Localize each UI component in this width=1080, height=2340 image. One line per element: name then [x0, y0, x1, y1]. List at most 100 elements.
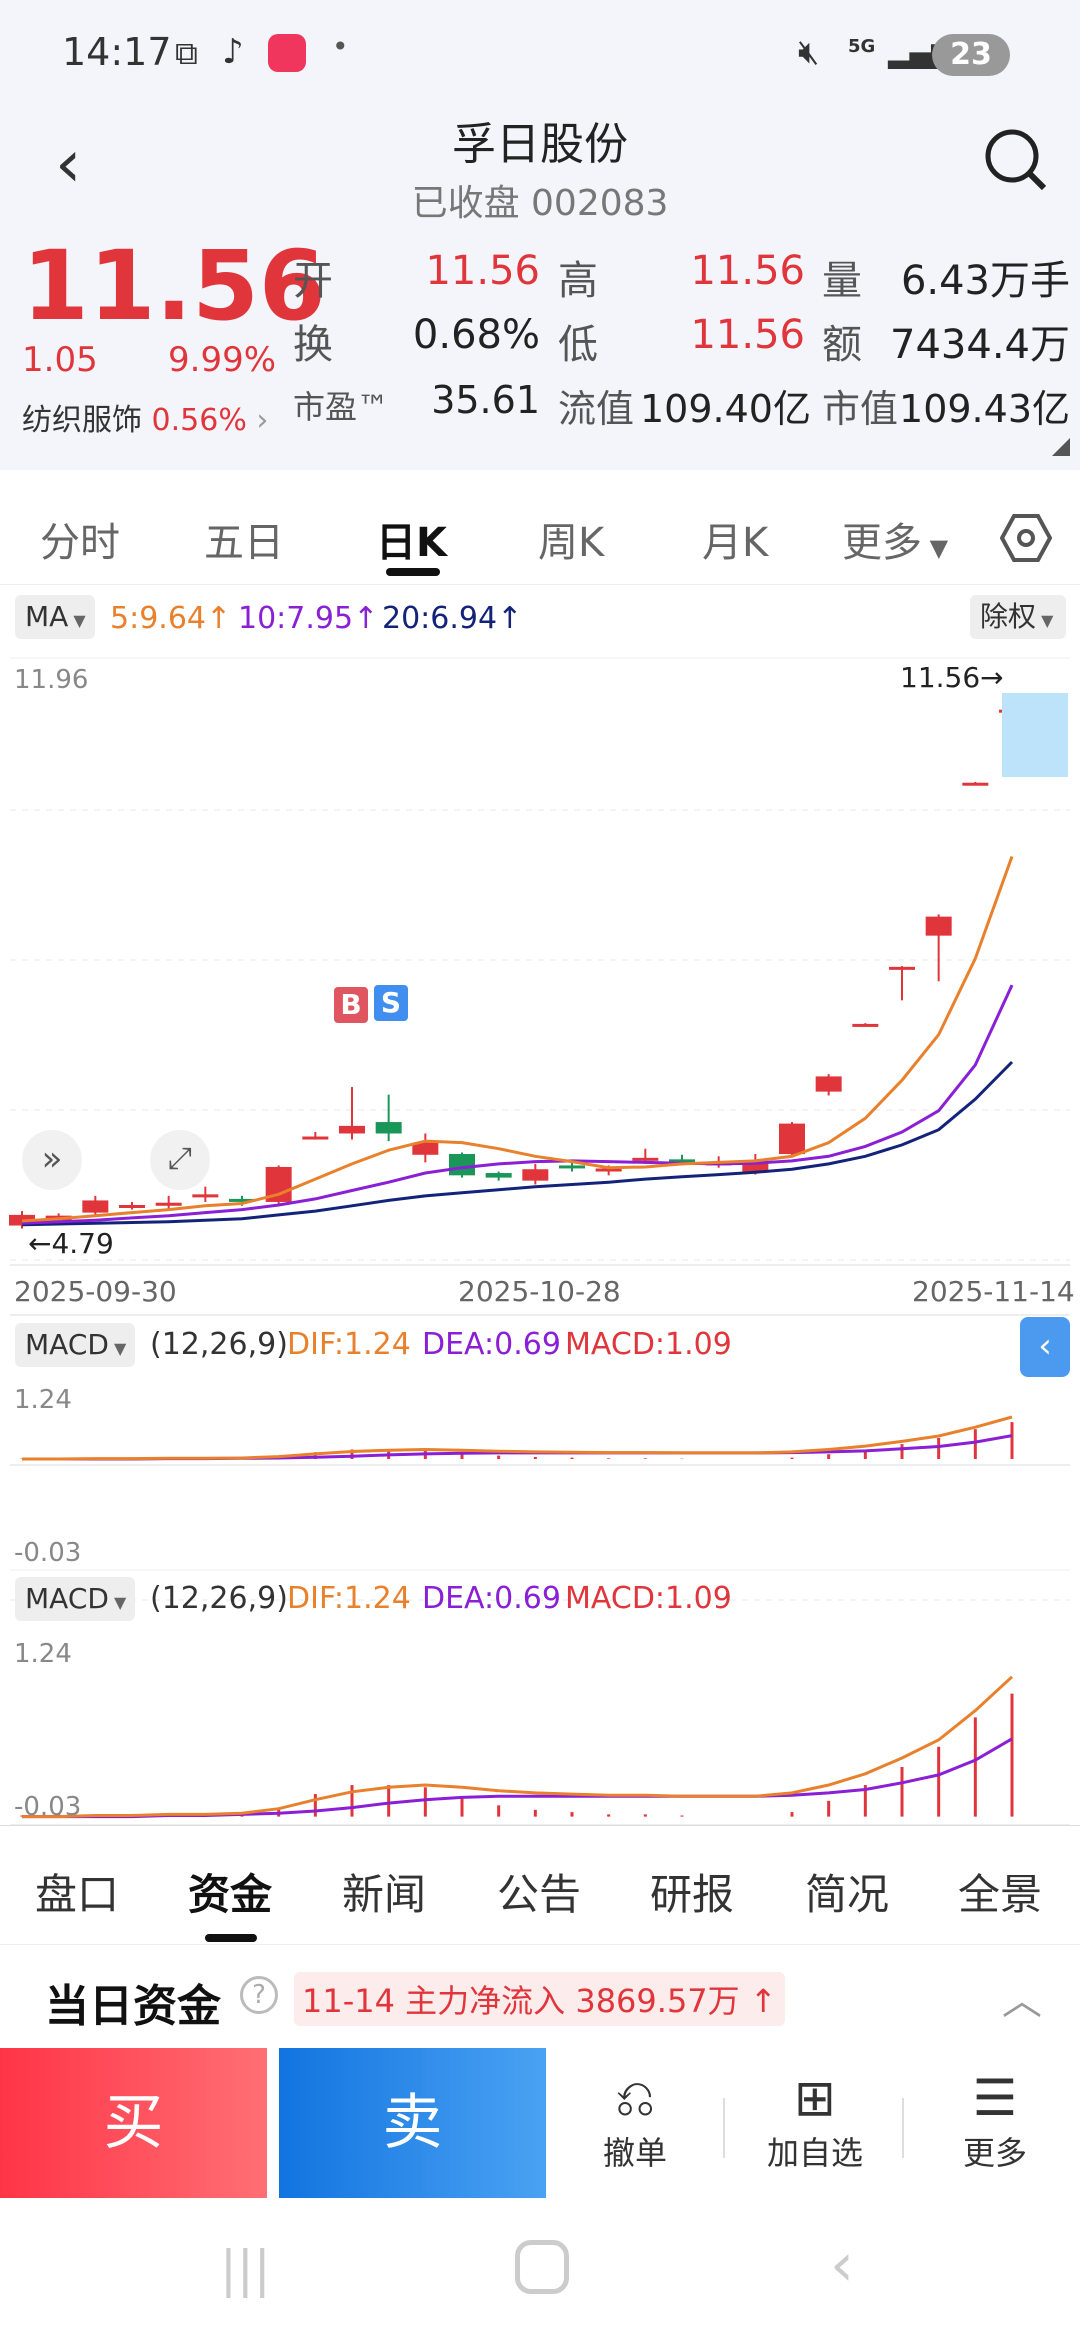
active-info-tab-indicator — [205, 1934, 257, 1942]
tab-fund[interactable]: 资金 — [188, 1870, 273, 1919]
shop-app-icon — [268, 34, 306, 72]
tab-order-book[interactable]: 盘口 — [35, 1870, 120, 1919]
fullscreen-button[interactable]: ⤢ — [150, 1130, 210, 1190]
tab-research[interactable]: 研报 — [650, 1870, 735, 1919]
ma-selector[interactable]: MA ▼ — [15, 595, 95, 639]
macd1-max-label: 1.24 — [14, 1385, 72, 1415]
menu-icon: ☰ — [972, 2069, 1018, 2127]
candle-body — [742, 1160, 769, 1172]
macd-selector-1[interactable]: MACD ▼ — [15, 1323, 135, 1367]
tab-monthly-k[interactable]: 月K — [702, 520, 769, 566]
candle-body — [669, 1159, 695, 1163]
candle-body — [595, 1168, 622, 1172]
tab-news[interactable]: 新闻 — [342, 1870, 427, 1919]
x-label-start: 2025-09-30 — [14, 1275, 177, 1308]
market-cap-value: 109.43亿 — [899, 387, 1070, 431]
tab-daily-k[interactable]: 日K — [376, 520, 447, 566]
expand-corner-icon[interactable] — [1052, 438, 1070, 456]
price-change: 1.05 — [22, 340, 98, 380]
info-tabs: 盘口 资金 新闻 公告 研报 简况 全景 — [0, 1825, 1080, 1945]
float-cap-value: 109.40亿 — [640, 387, 811, 431]
back-icon[interactable]: ‹ — [55, 125, 82, 202]
macd2-selector-label: MACD — [25, 1582, 109, 1615]
settings-icon[interactable] — [1000, 512, 1052, 564]
tab-intraday[interactable]: 分时 — [40, 520, 120, 566]
collapse-icon[interactable]: ︿ — [1002, 1978, 1042, 2024]
tab-profile[interactable]: 简况 — [805, 1870, 890, 1919]
more-button[interactable]: ☰ 更多 — [920, 2068, 1070, 2188]
adjust-selector-label: 除权 — [980, 600, 1037, 633]
tab-weekly-k[interactable]: 周K — [538, 520, 605, 566]
recent-apps-icon[interactable]: ||| — [220, 2240, 271, 2298]
price-change-pct: 9.99% — [168, 340, 277, 380]
candle-body — [889, 966, 915, 970]
macd1-selector-label: MACD — [25, 1328, 109, 1361]
sell-button[interactable]: 卖 — [279, 2048, 546, 2198]
macd1-dif: DIF:1.24 — [287, 1327, 411, 1362]
macd1-macd: MACD:1.09 — [565, 1327, 732, 1362]
adjust-selector[interactable]: 除权 ▼ — [970, 595, 1066, 639]
sell-marker[interactable]: S — [374, 985, 408, 1021]
x-label-mid: 2025-10-28 — [458, 1275, 621, 1308]
macd2-macd: MACD:1.09 — [565, 1581, 732, 1616]
last-price-marker-value: 11.56 — [900, 661, 981, 694]
candle-body — [449, 1154, 475, 1176]
cancel-order-label: 撤单 — [602, 2134, 667, 2172]
tab-five-day[interactable]: 五日 — [204, 520, 284, 566]
macd-selector-2[interactable]: MACD ▼ — [15, 1577, 135, 1621]
status-time: 14:17 — [62, 30, 172, 74]
active-tab-indicator — [386, 568, 440, 576]
candle-body — [522, 1169, 549, 1181]
dif-line — [22, 1415, 1013, 1461]
more-label: 更多 — [962, 2134, 1027, 2172]
tab-announcements[interactable]: 公告 — [497, 1870, 582, 1919]
ma10-value: 10:7.95↑ — [238, 601, 379, 636]
stock-subtitle: 已收盘 002083 — [411, 183, 669, 224]
price-highlight-box — [1002, 693, 1068, 777]
low-label: 低 — [558, 322, 598, 368]
kline-chart-area[interactable]: MA ▼ 5:9.64↑ 10:7.95↑ 20:6.94↑ 除权 ▼ 11.9… — [0, 585, 1080, 1825]
candle-body — [815, 1076, 842, 1092]
cancel-order-button[interactable]: ⎌ 撤单 — [560, 2068, 710, 2188]
sector-pct: 0.56% — [151, 403, 247, 438]
buy-button[interactable]: 买 — [0, 2048, 267, 2198]
period-tabs: 分时 五日 日K 周K 月K 更多 ▼ — [0, 480, 1080, 585]
candle-body — [82, 1200, 109, 1213]
price-min-marker: ←4.79 — [28, 1227, 114, 1260]
candle-body — [119, 1205, 145, 1208]
dea-line — [22, 1737, 1013, 1819]
quote-panel: 11.56 1.05 9.99% 纺织服饰 0.56% › 开 11.56 高 … — [0, 230, 1080, 470]
trade-action-bar: 买 卖 ⎌ 撤单 ⊞ 加自选 ☰ 更多 — [0, 2048, 1080, 2198]
back-nav-icon[interactable]: ‹ — [830, 2230, 854, 2300]
sector-link[interactable]: 纺织服饰 0.56% › — [22, 395, 268, 439]
candle-body — [375, 1122, 402, 1134]
turnover-value: 0.68% — [412, 312, 540, 358]
expand-left-button[interactable]: » — [22, 1130, 82, 1190]
side-panel-toggle[interactable]: ‹ — [1020, 1317, 1070, 1377]
kline-svg — [9, 657, 1070, 1825]
battery-badge: 23 — [932, 34, 1010, 76]
candle-body — [302, 1136, 329, 1140]
add-watchlist-button[interactable]: ⊞ 加自选 — [740, 2068, 890, 2188]
turnover-label: 换 — [293, 322, 333, 368]
ma-selector-label: MA — [25, 600, 69, 633]
network-label: 5G — [848, 36, 876, 57]
last-price-marker: 11.56→ — [900, 661, 1004, 694]
divider — [723, 2098, 725, 2158]
search-icon[interactable] — [980, 124, 1050, 194]
stock-title: 孚日股份 — [452, 119, 628, 170]
fund-tag: 11-14 主力净流入 3869.57万 ↑ — [294, 1972, 785, 2026]
high-label: 高 — [558, 258, 598, 304]
tab-overview[interactable]: 全景 — [958, 1870, 1043, 1919]
home-icon[interactable] — [515, 2240, 569, 2294]
buy-marker[interactable]: B — [334, 987, 368, 1023]
price-max-label: 11.96 — [14, 665, 89, 695]
pe-label: 市盈™ — [293, 388, 390, 426]
dropdown-icon: ▼ — [922, 534, 949, 562]
macd2-max-label: 1.24 — [14, 1639, 72, 1669]
candle-body — [412, 1142, 439, 1155]
mute-icon: 🔇︎ — [798, 32, 820, 72]
tab-more[interactable]: 更多 ▼ — [842, 510, 948, 568]
help-icon[interactable]: ? — [240, 1976, 278, 2014]
ma20-value: 20:6.94↑ — [382, 601, 523, 636]
